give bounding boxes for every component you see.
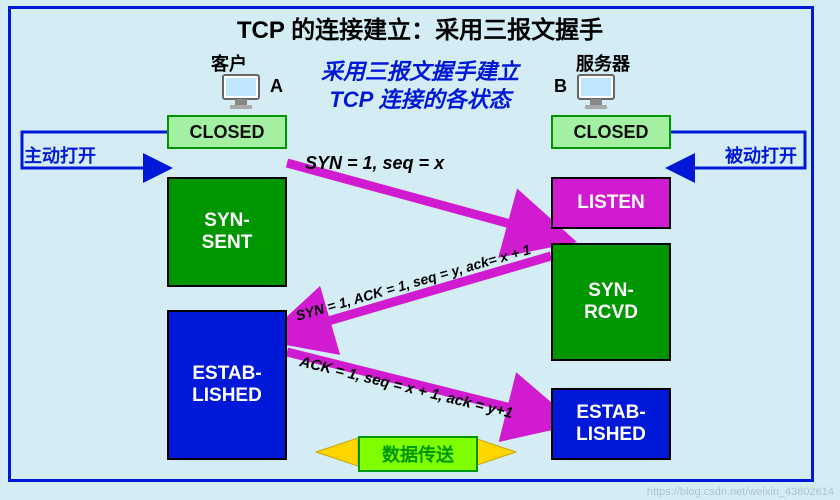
server-state-synrcvd: SYN- RCVD bbox=[551, 243, 671, 361]
client-state-synsent: SYN- SENT bbox=[167, 177, 287, 287]
client-monitor-icon bbox=[220, 72, 262, 112]
passive-open-label: 被动打开 bbox=[725, 142, 797, 168]
server-state-closed: CLOSED bbox=[551, 115, 671, 149]
server-state-established: ESTAB- LISHED bbox=[551, 388, 671, 460]
endpoint-a-label: A bbox=[270, 76, 283, 97]
monitor-icon bbox=[575, 72, 617, 112]
client-state-closed: CLOSED bbox=[167, 115, 287, 149]
watermark: https://blog.csdn.net/weixin_43602614 bbox=[647, 486, 834, 498]
data-transfer-box: 数据传送 bbox=[358, 436, 478, 472]
title-sub: 采用三报文握手建立 TCP 连接的各状态 bbox=[0, 58, 840, 113]
client-state-established: ESTAB- LISHED bbox=[167, 310, 287, 460]
active-open-label: 主动打开 bbox=[24, 142, 96, 168]
server-state-listen: LISTEN bbox=[551, 177, 671, 229]
endpoint-b-label: B bbox=[554, 76, 567, 97]
msg-syn-label: SYN = 1, seq = x bbox=[305, 153, 444, 174]
server-monitor-icon bbox=[575, 72, 617, 112]
title-main: TCP 的连接建立：采用三报文握手 bbox=[0, 10, 840, 45]
monitor-icon bbox=[220, 72, 262, 112]
title-sub-text: 采用三报文握手建立 TCP 连接的各状态 bbox=[321, 59, 519, 112]
